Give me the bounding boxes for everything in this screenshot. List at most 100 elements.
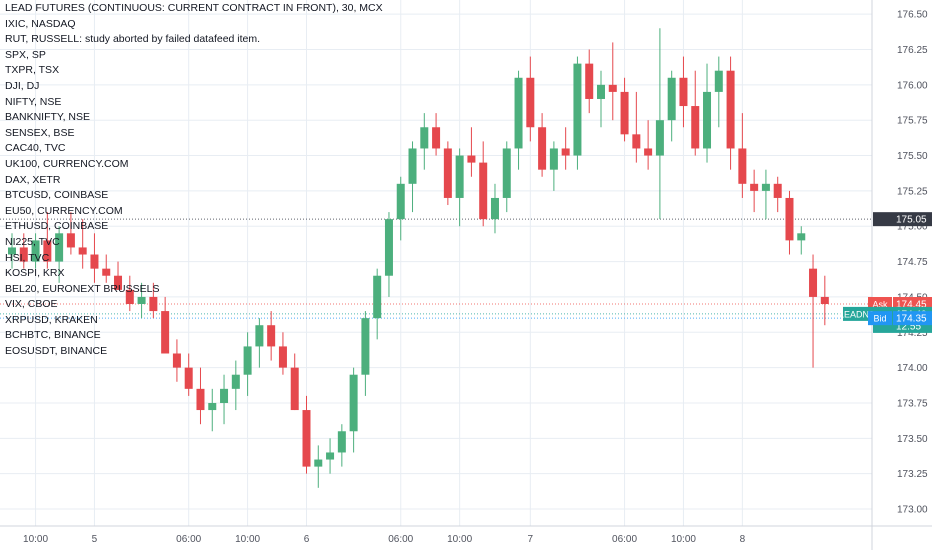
candle-body	[90, 254, 99, 269]
legend-line[interactable]: VIX, CBOE	[5, 298, 58, 311]
legend-line[interactable]: DAX, XETR	[5, 173, 61, 186]
candle-body	[608, 84, 617, 92]
candle-body	[314, 459, 323, 467]
candle-body	[196, 388, 205, 411]
candle-body	[408, 148, 417, 184]
legend-line[interactable]: TXPR, TSX	[5, 64, 60, 77]
candle-body	[55, 233, 64, 262]
candle-body	[267, 325, 276, 347]
candle-body	[290, 367, 299, 411]
candle-body	[691, 106, 700, 149]
candle-body	[172, 353, 181, 368]
x-tick-label: 5	[92, 534, 98, 545]
candle-body	[420, 127, 429, 149]
candle-body	[220, 388, 229, 403]
symbol-tag-text: LEADN2022	[839, 309, 889, 319]
candle-body	[585, 63, 594, 99]
y-tick-label: 176.50	[897, 10, 928, 21]
symbol-legend-overlay: LEAD FUTURES (CONTINUOUS: CURRENT CONTRA…	[5, 1, 383, 360]
y-tick-label: 175.75	[897, 116, 928, 127]
legend-line[interactable]: KOSPI, KRX	[5, 267, 65, 280]
candle-body	[78, 247, 87, 255]
candle-body	[479, 162, 488, 220]
quote-price-box	[893, 311, 932, 326]
x-tick-label: 10:00	[23, 534, 48, 545]
candle-body	[538, 127, 547, 170]
x-tick-label: 6	[304, 534, 310, 545]
quote-tag-text: Bid	[873, 314, 886, 324]
legend-line[interactable]: HSI, TVC	[5, 251, 50, 264]
candle-body	[679, 77, 688, 107]
legend-line[interactable]: NI225, TVC	[5, 235, 60, 248]
y-tick-label: 175.50	[897, 151, 928, 162]
candle-body	[8, 247, 16, 255]
candle-body	[231, 374, 240, 389]
y-tick-label: 175.25	[897, 186, 928, 197]
candle-body	[278, 346, 287, 368]
x-tick-label: 7	[528, 534, 534, 545]
legend-line[interactable]: XRPUSD, KRAKEN	[5, 313, 98, 326]
candle-body	[785, 197, 794, 241]
chart-title: LEAD FUTURES (CONTINUOUS: CURRENT CONTRA…	[5, 2, 383, 14]
candle-body	[703, 91, 712, 149]
y-tick-label: 174.00	[897, 363, 928, 374]
crosshair-price-box	[873, 212, 932, 227]
candle-body	[19, 247, 28, 262]
candle-body	[384, 219, 393, 276]
y-tick-label: 173.25	[897, 469, 928, 480]
x-tick-label: 06:00	[176, 534, 201, 545]
candle-body	[443, 148, 452, 198]
x-tick-label: 10:00	[235, 534, 260, 545]
candle-body	[561, 148, 570, 156]
legend-line[interactable]: ETHUSD, COINBASE	[5, 220, 109, 233]
candle-body	[726, 70, 735, 149]
y-tick-label: 174.25	[897, 328, 928, 339]
candle-body	[809, 268, 818, 297]
legend-line[interactable]: UK100, CURRENCY.COM	[5, 157, 129, 170]
legend-line[interactable]: SPX, SP	[5, 48, 46, 61]
candle-body	[632, 134, 641, 149]
candle-body	[125, 289, 134, 305]
legend-line[interactable]: NIFTY, NSE	[5, 95, 62, 108]
x-tick-label: 06:00	[388, 534, 413, 545]
candle-body	[773, 183, 782, 198]
legend-line[interactable]: BEL20, EURONEXT BRUSSELS	[5, 282, 160, 295]
candle-body	[573, 63, 582, 156]
candle-body	[644, 148, 653, 156]
candle-body	[114, 275, 123, 290]
legend-line[interactable]: SENSEX, BSE	[5, 126, 75, 139]
x-tick-label: 8	[740, 534, 746, 545]
candle-body	[738, 148, 747, 184]
legend-line[interactable]: RUT, RUSSELL: study aborted by failed da…	[5, 33, 261, 46]
candle-body	[455, 155, 464, 198]
candle-body	[337, 431, 346, 453]
y-tick-label: 175.00	[897, 222, 928, 233]
legend-line[interactable]: CAC40, TVC	[5, 142, 66, 155]
legend-line[interactable]: BANKNIFTY, NSE	[5, 111, 90, 124]
candle-body	[667, 77, 676, 121]
legend-line[interactable]: EU50, CURRENCY.COM	[5, 204, 123, 217]
candle-body	[149, 296, 158, 312]
legend-line[interactable]: EOSUSDT, BINANCE	[5, 345, 108, 358]
legend-line[interactable]: BTCUSD, COINBASE	[5, 189, 109, 202]
candle-body	[349, 374, 358, 432]
candle-body	[161, 311, 170, 354]
candle-body	[750, 183, 759, 191]
candle-body	[655, 120, 664, 156]
candle-body	[255, 325, 264, 347]
candle-body	[549, 148, 558, 170]
quote-tag	[868, 311, 892, 326]
candle-body	[526, 77, 535, 128]
legend-line[interactable]: DJI, DJ	[5, 79, 40, 92]
legend-line[interactable]: BCHBTC, BINANCE	[5, 329, 101, 342]
candle-body	[243, 346, 252, 375]
legend-line[interactable]: IXIC, NASDAQ	[5, 17, 76, 30]
candle-body	[102, 268, 111, 276]
quote-tag-text: Ask	[872, 300, 888, 310]
candle-body	[514, 77, 523, 149]
candles	[8, 28, 829, 488]
candle-body	[326, 452, 335, 460]
candle-body	[820, 296, 829, 305]
candle-body	[137, 296, 146, 305]
